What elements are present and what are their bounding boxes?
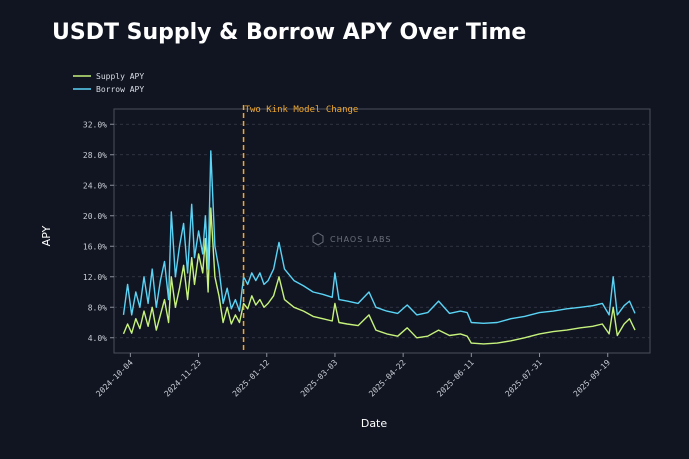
annotation-label: Two Kink Model Change bbox=[245, 105, 359, 115]
watermark-text: CHAOS LABS bbox=[330, 235, 391, 244]
supply-apy-line bbox=[122, 207, 636, 345]
y-tick-label: 4.0% bbox=[88, 334, 107, 343]
watermark-logo-icon bbox=[312, 232, 324, 246]
x-tick-label: 2024-11-23 bbox=[163, 358, 204, 399]
x-tick-label: 2025-01-12 bbox=[231, 358, 272, 399]
y-tick-label: 20.0% bbox=[83, 212, 107, 221]
y-tick-label: 28.0% bbox=[83, 151, 107, 160]
annotation-layer: Two Kink Model Change bbox=[242, 105, 359, 353]
legend: Supply APY Borrow APY bbox=[73, 72, 144, 94]
legend-label-borrow: Borrow APY bbox=[96, 85, 144, 94]
y-axis-label: APY bbox=[40, 225, 53, 246]
x-tick-label: 2024-10-04 bbox=[94, 358, 135, 399]
x-tick-label: 2025-06-11 bbox=[435, 358, 476, 399]
y-tick-label: 16.0% bbox=[83, 242, 107, 251]
x-tick-label: 2025-07-31 bbox=[504, 358, 545, 399]
y-tick-label: 8.0% bbox=[88, 303, 107, 312]
y-axis-ticks: 4.0% 8.0% 12.0% 16.0% 20.0% 24.0% 28.0% 32.0% bbox=[83, 120, 114, 343]
x-tick-label: 2025-09-19 bbox=[572, 358, 613, 399]
gridlines bbox=[114, 123, 650, 339]
legend-label-supply: Supply APY bbox=[96, 72, 144, 81]
y-tick-label: 32.0% bbox=[83, 120, 107, 129]
borrow-apy-line bbox=[122, 150, 636, 324]
plot-area-frame bbox=[113, 108, 651, 354]
x-tick-label: 2025-04-22 bbox=[367, 358, 408, 399]
chart-title: USDT Supply & Borrow APY Over Time bbox=[52, 20, 526, 45]
y-tick-label: 24.0% bbox=[83, 181, 107, 190]
y-tick-label: 12.0% bbox=[83, 273, 107, 282]
series-layer bbox=[122, 150, 636, 345]
x-tick-label: 2025-03-03 bbox=[299, 358, 340, 399]
x-axis-ticks: 2024-10-04 2024-11-23 2025-01-12 2025-03-03… bbox=[94, 353, 612, 398]
x-axis-label: Date bbox=[361, 417, 388, 430]
